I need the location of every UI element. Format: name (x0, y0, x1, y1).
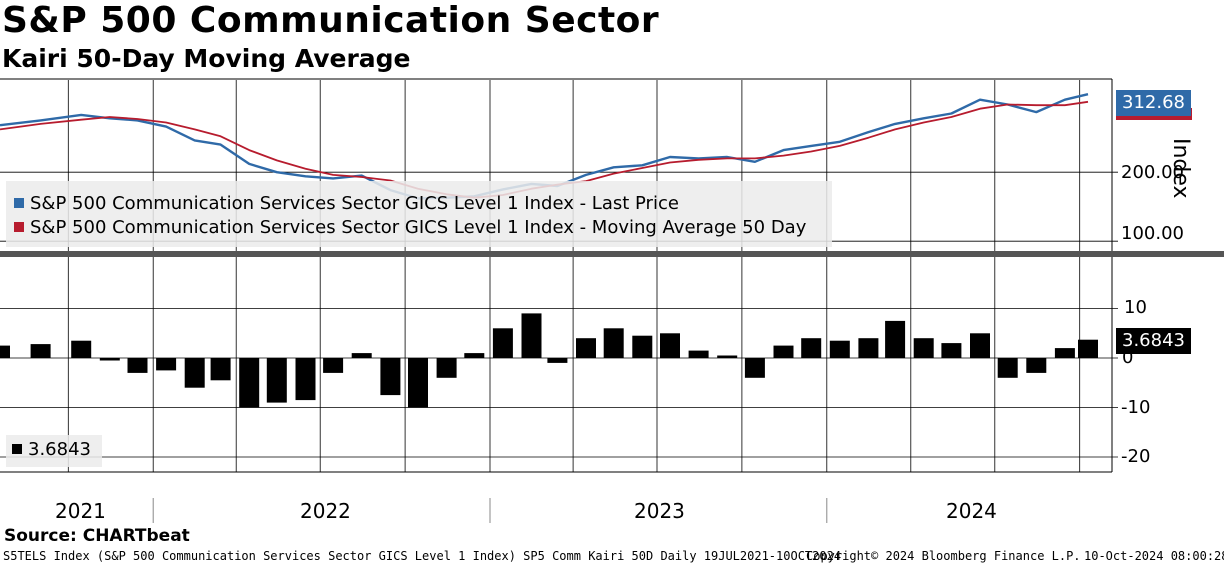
kairi-bar (408, 358, 428, 408)
kairi-bar (885, 320, 906, 358)
kairi-bar (521, 313, 542, 358)
kairi-bar (688, 350, 709, 358)
tick-label-minus-10: -10 (1121, 397, 1151, 418)
kairi-bar (858, 338, 879, 358)
kairi-bar (913, 338, 934, 358)
last-price-tag: 312.68 (1116, 90, 1191, 116)
source-note: Source: CHARTbeat (4, 526, 190, 546)
kairi-bar (997, 358, 1018, 378)
kairi-bar (547, 358, 568, 363)
price-legend: S&P 500 Communication Services Sector GI… (6, 181, 832, 247)
kairi-bar (801, 338, 822, 358)
kairi-legend: 3.6843 (6, 435, 102, 467)
tick-label-200: 200.00 (1121, 162, 1184, 183)
year-label-2023: 2023 (634, 499, 685, 523)
kairi-bar (0, 345, 10, 358)
kairi-bar (970, 333, 990, 359)
kairi-bar (492, 328, 513, 358)
tick-label-10: 10 (1124, 297, 1147, 318)
kairi-bar (210, 358, 231, 381)
kairi-bar (603, 328, 624, 358)
tick-label-0: 0 (1122, 347, 1134, 368)
year-label-2024: 2024 (946, 499, 997, 523)
kairi-bar (239, 358, 260, 408)
kairi-bar (295, 358, 316, 401)
legend-label-price: S&P 500 Communication Services Sector GI… (30, 193, 679, 214)
kairi-bar (266, 358, 287, 403)
kairi-bar (1054, 348, 1075, 358)
kairi-bar (71, 340, 92, 358)
footer-timestamp: 10-Oct-2024 08:00:28 (1084, 549, 1224, 563)
year-label-2022: 2022 (300, 499, 351, 523)
last-kairi-tag: 3.6843 (1116, 328, 1191, 354)
kairi-bar (30, 344, 51, 358)
panel-separator (0, 251, 1224, 257)
kairi-bar (941, 343, 962, 358)
kairi-bar (660, 333, 680, 359)
chart-subtitle: Kairi 50-Day Moving Average (2, 44, 411, 73)
kairi-bar (99, 358, 120, 361)
tick-label-minus-20: -20 (1121, 446, 1151, 467)
footer-description: S5TELS Index (S&P 500 Communication Serv… (3, 549, 842, 563)
kairi-bar (464, 353, 485, 358)
tick-label-100: 100.00 (1121, 223, 1184, 244)
kairi-bar (351, 353, 372, 358)
kairi-bar (829, 340, 850, 358)
legend-item-last-price: S&P 500 Communication Services Sector GI… (14, 193, 679, 214)
kairi-bar (127, 358, 148, 373)
legend-swatch-price (14, 198, 24, 208)
kairi-bar (436, 358, 457, 378)
kairi-bar (632, 335, 653, 358)
kairi-bar (1078, 339, 1098, 358)
legend-swatch-ma (14, 222, 24, 232)
legend-label-ma: S&P 500 Communication Services Sector GI… (30, 217, 807, 238)
kairi-bar (773, 345, 794, 358)
kairi-bar (184, 358, 205, 388)
kairi-bar (744, 358, 765, 378)
kairi-bar (576, 338, 596, 358)
year-label-2021: 2021 (55, 499, 106, 523)
kairi-bar (323, 358, 344, 373)
chart-title: S&P 500 Communication Sector (2, 0, 660, 41)
legend-item-moving-average: S&P 500 Communication Services Sector GI… (14, 217, 806, 238)
legend-label-kairi: 3.6843 (28, 439, 91, 460)
legend-swatch-kairi (12, 444, 22, 454)
kairi-bar (156, 358, 177, 371)
kairi-bar (1026, 358, 1047, 373)
footer-copyright: Copyright© 2024 Bloomberg Finance L.P. (806, 549, 1081, 563)
kairi-bar (717, 355, 738, 358)
legend-item-kairi: 3.6843 (12, 439, 91, 460)
kairi-bar (380, 358, 401, 396)
